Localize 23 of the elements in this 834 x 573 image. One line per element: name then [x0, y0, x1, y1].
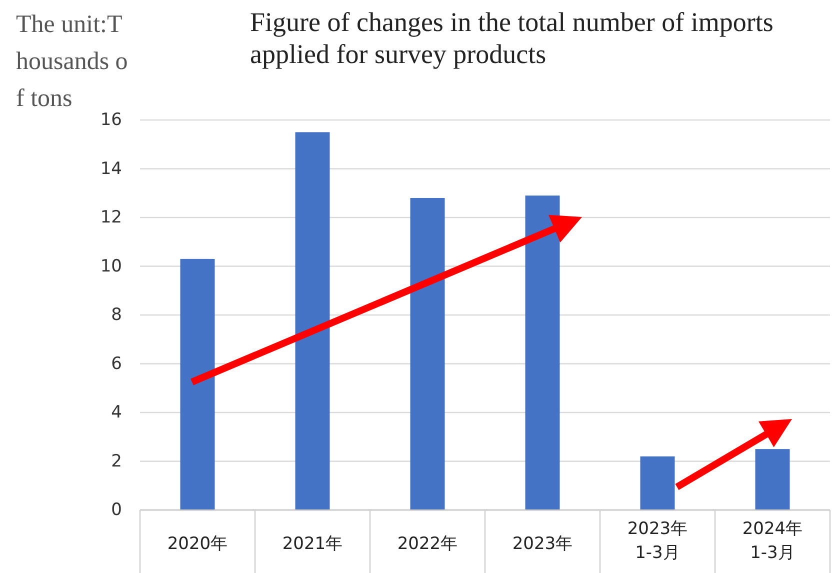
bar	[525, 196, 560, 510]
y-tick-label: 16	[100, 110, 122, 130]
x-tick-label: 2022年	[397, 534, 458, 554]
y-axis-title: The unit:Thousands of tons	[16, 11, 128, 112]
y-tick-label: 2	[111, 451, 122, 472]
y-tick-label: 6	[111, 354, 122, 374]
bar	[295, 132, 330, 510]
y-tick-label: 14	[100, 158, 122, 179]
bar	[410, 198, 445, 510]
bar	[640, 456, 675, 510]
y-tick-label: 4	[111, 402, 122, 422]
x-tick-label: 2023年	[512, 534, 573, 554]
x-tick-label: 2023年 1-3月	[627, 519, 688, 563]
chart-title: Figure of changes in the total number of imports applied for survey products	[250, 6, 774, 70]
y-tick-label: 12	[100, 208, 122, 228]
bar	[755, 449, 790, 510]
y-tick-label: 0	[111, 500, 122, 520]
bar	[180, 258, 215, 510]
x-tick-label: 2020年	[167, 534, 228, 554]
x-tick-label: 2024年 1-3月	[742, 519, 803, 563]
y-tick-label: 10	[100, 256, 122, 276]
y-tick-label: 8	[111, 305, 122, 325]
x-tick-label: 2021年	[282, 534, 343, 554]
